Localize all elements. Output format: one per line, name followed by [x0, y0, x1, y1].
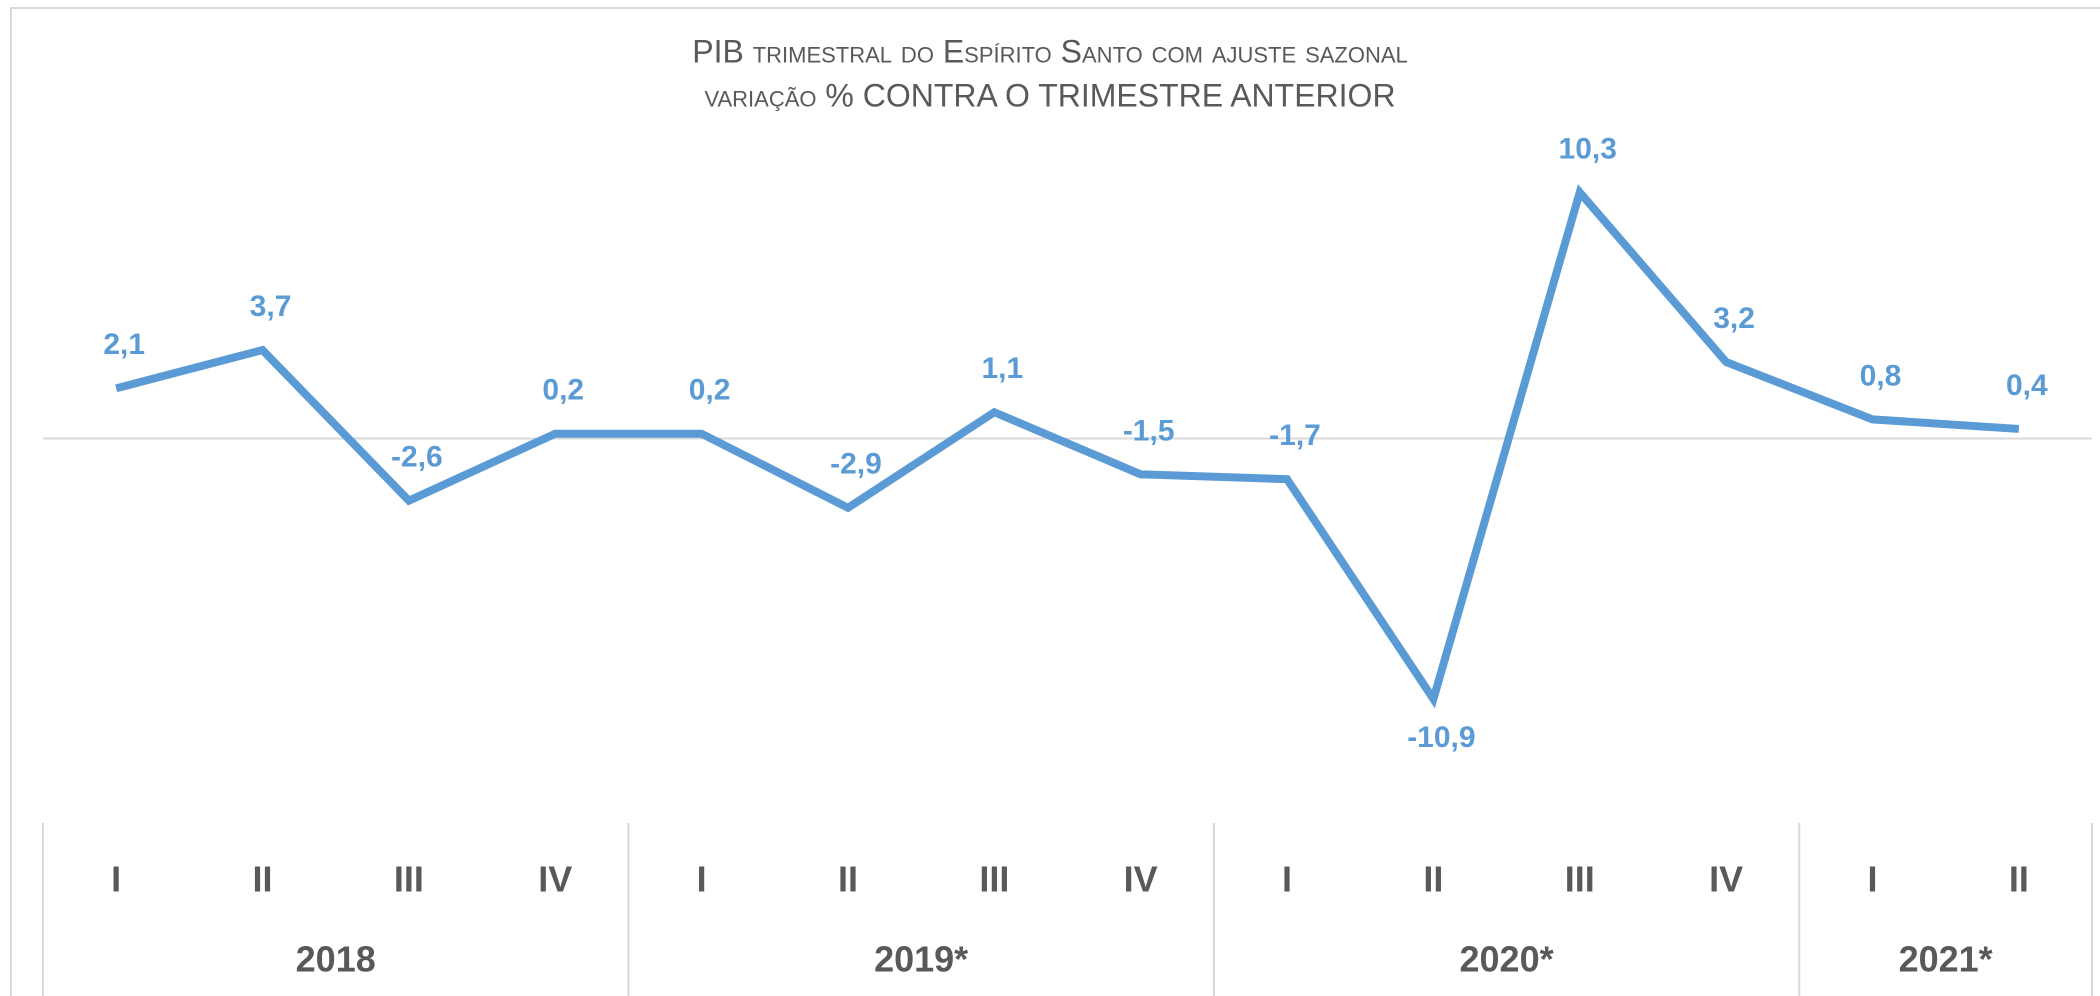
x-tick-label: IV [1124, 859, 1158, 900]
x-tick-label: II [2009, 859, 2029, 900]
data-label: 3,7 [250, 290, 292, 323]
data-label: -2,9 [830, 448, 882, 481]
x-tick-label: IV [538, 859, 572, 900]
data-label: 2,1 [103, 328, 145, 361]
data-label: 0,8 [1860, 359, 1902, 392]
x-tick-label: I [111, 859, 121, 900]
data-label: -2,6 [391, 441, 443, 474]
x-tick-label: II [1423, 859, 1443, 900]
x-tick-label: IV [1709, 859, 1743, 900]
data-label: 3,2 [1713, 302, 1755, 335]
data-label: 0,4 [2006, 369, 2048, 402]
x-tick-label: I [697, 859, 707, 900]
chart-subtitle: variação % CONTRA O TRIMESTRE ANTERIOR [704, 77, 1395, 113]
x-group-label: 2020* [1460, 939, 1554, 980]
data-line [115, 184, 2020, 709]
chart-title: PIB trimestral do Espírito Santo com aju… [692, 33, 1408, 69]
data-label: 0,2 [542, 374, 584, 407]
x-tick-label: II [253, 859, 273, 900]
data-label: -1,5 [1123, 414, 1175, 447]
x-tick-label: III [979, 859, 1009, 900]
chart-border [10, 7, 2100, 996]
data-label: 10,3 [1559, 132, 1617, 165]
x-group-label: 2018 [296, 939, 376, 980]
x-tick-label: III [394, 859, 424, 900]
x-group-label: 2021* [1899, 939, 1993, 980]
data-label: 0,2 [689, 374, 731, 407]
data-label: 1,1 [981, 352, 1023, 385]
x-tick-label: III [1565, 859, 1595, 900]
x-tick-label: I [1282, 859, 1292, 900]
x-group-label: 2019* [874, 939, 968, 980]
x-tick-label: II [838, 859, 858, 900]
x-tick-label: I [1867, 859, 1877, 900]
data-label: -10,9 [1407, 721, 1475, 754]
data-label: -1,7 [1269, 419, 1321, 452]
